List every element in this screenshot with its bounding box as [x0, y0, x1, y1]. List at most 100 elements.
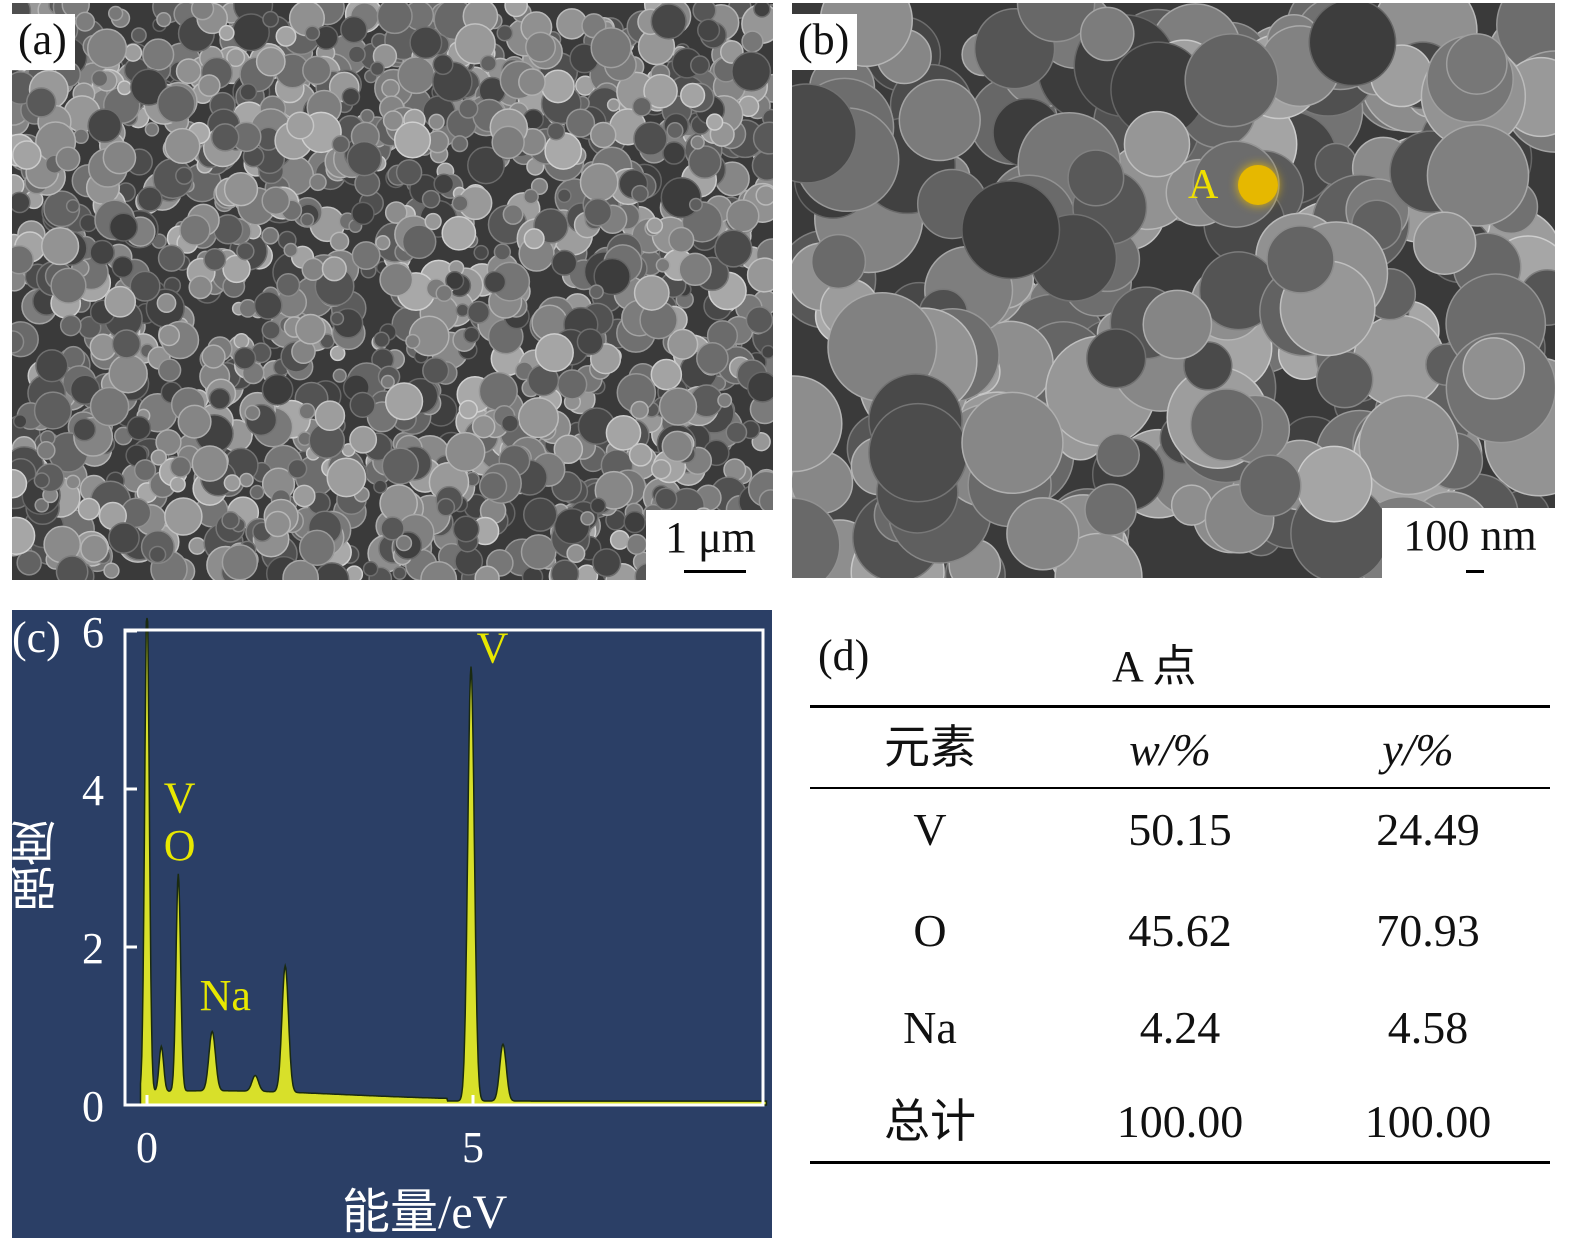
particle [1412, 211, 1477, 275]
particle [792, 375, 843, 473]
particle [580, 511, 595, 526]
particle [717, 392, 733, 408]
particle [401, 224, 437, 260]
particle [631, 96, 652, 117]
particle [576, 328, 604, 356]
particle [12, 330, 25, 354]
sem-texture [12, 3, 773, 580]
particle [623, 510, 646, 534]
particle [169, 455, 192, 478]
particle [725, 421, 748, 444]
particle [380, 516, 405, 541]
particle [588, 284, 604, 300]
particle [314, 400, 346, 431]
particle [148, 545, 167, 564]
particle [590, 27, 632, 69]
particle [72, 417, 97, 442]
particle [661, 430, 694, 463]
particle [261, 226, 280, 245]
particle [520, 534, 557, 570]
particle [731, 51, 772, 92]
cell-y: 100.00 [1364, 1096, 1492, 1147]
particle [500, 414, 520, 433]
particle [422, 357, 450, 385]
particle [359, 108, 375, 124]
particle [381, 78, 400, 98]
particle [436, 497, 456, 517]
particle [362, 561, 379, 577]
particle [380, 374, 395, 389]
particle [239, 472, 254, 488]
particle [746, 257, 773, 293]
particle [107, 5, 124, 22]
particle [1192, 140, 1280, 228]
particle [479, 54, 498, 72]
particle [452, 515, 480, 543]
particle [467, 300, 491, 324]
particle [583, 197, 613, 227]
particle [286, 111, 315, 140]
particle [714, 229, 753, 268]
particle [330, 311, 345, 326]
particle [108, 353, 148, 394]
particle [86, 28, 128, 69]
particle [397, 56, 436, 95]
particle [458, 98, 479, 119]
particle [261, 186, 291, 216]
particle [169, 476, 186, 493]
particle [1315, 350, 1374, 409]
particle [697, 18, 721, 42]
particle [301, 257, 325, 282]
particle [518, 68, 546, 97]
particle [34, 497, 50, 513]
particle [662, 141, 686, 165]
particle [650, 458, 672, 480]
panel-d-label: (d) [818, 631, 870, 680]
particle [745, 306, 773, 334]
particle [541, 69, 575, 104]
particle [36, 441, 56, 460]
particle [961, 180, 1061, 280]
particle [633, 121, 668, 156]
particle [493, 243, 512, 261]
particle [249, 484, 265, 500]
particle [79, 213, 98, 233]
panel-c-label: (c) [12, 613, 61, 662]
particle [523, 188, 539, 205]
particle [369, 61, 385, 77]
particle [233, 346, 257, 370]
particle [1445, 33, 1508, 95]
particle [12, 244, 35, 275]
particle [332, 368, 347, 383]
particle [525, 31, 557, 63]
particle [203, 247, 227, 272]
particle [424, 212, 442, 231]
cell-y: 4.58 [1387, 1002, 1469, 1053]
particle [678, 252, 712, 287]
particle [298, 402, 316, 420]
particle [287, 458, 308, 479]
particle [502, 203, 524, 225]
particle [40, 227, 80, 266]
particle [222, 254, 251, 284]
point-a-label: A [1188, 162, 1219, 208]
particle [1426, 124, 1530, 227]
cell-element: Na [903, 1002, 957, 1053]
particle [1016, 3, 1096, 43]
particle [666, 121, 684, 140]
particle [351, 241, 381, 271]
particle [223, 474, 241, 492]
particle [1295, 445, 1373, 523]
particle [792, 497, 841, 578]
scale-bar-b-line [1466, 570, 1484, 573]
particle [680, 82, 706, 108]
particle [594, 470, 634, 510]
particle [89, 239, 115, 266]
particle [432, 54, 454, 76]
particle [175, 166, 194, 185]
particle [144, 122, 160, 137]
particle [179, 214, 211, 246]
particle [455, 303, 470, 318]
particle [643, 73, 678, 109]
particle [650, 3, 687, 40]
